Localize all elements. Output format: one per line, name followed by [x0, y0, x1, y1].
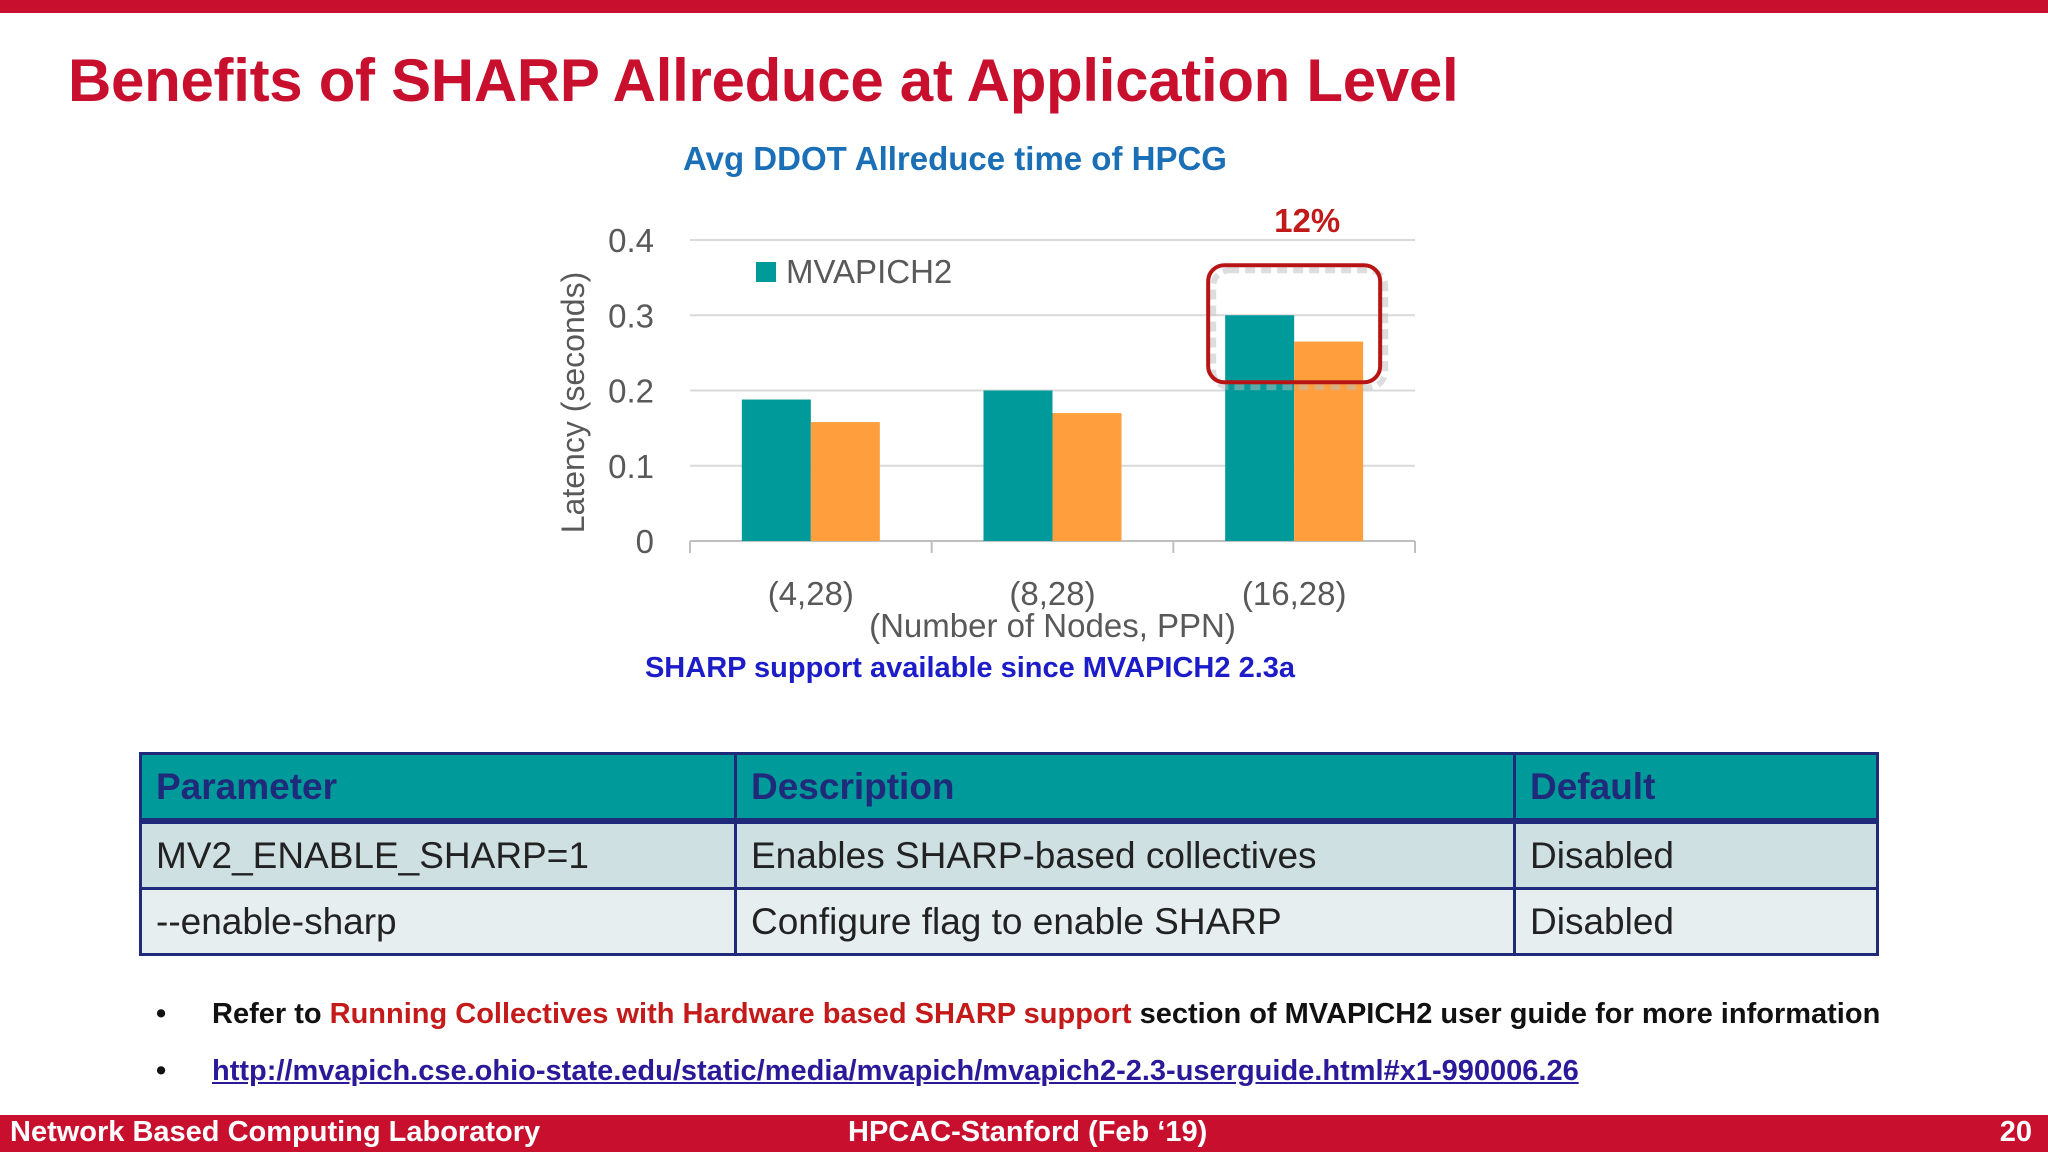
y-axis-label: Latency (seconds): [555, 272, 591, 533]
table-header-default: Default: [1513, 752, 1879, 824]
annotation-shadow: [1210, 267, 1389, 391]
bar: [1052, 413, 1122, 541]
bar: [983, 390, 1053, 541]
legend-label: MVAPICH2: [786, 253, 952, 290]
y-tick-label: 0.3: [608, 297, 654, 334]
table-header-row: Parameter Description Default: [139, 752, 1879, 824]
x-tick-label: (8,28): [1009, 575, 1095, 612]
table-row: MV2_ENABLE_SHARP=1 Enables SHARP-based c…: [139, 819, 1879, 890]
y-tick-label: 0.1: [608, 448, 654, 485]
bullet-prefix: Refer to: [212, 998, 330, 1030]
table-cell-description: Configure flag to enable SHARP: [734, 887, 1516, 956]
bullet-text: Refer to Running Collectives with Hardwa…: [212, 998, 1880, 1031]
table-cell-default: Disabled: [1513, 819, 1879, 890]
legend-swatch: [756, 262, 776, 282]
table-cell-parameter: MV2_ENABLE_SHARP=1: [139, 819, 737, 890]
top-accent-bar: [0, 0, 2048, 13]
footer-bar: Network Based Computing Laboratory HPCAC…: [0, 1115, 2048, 1152]
table-cell-default: Disabled: [1513, 887, 1879, 956]
x-tick-label: (4,28): [768, 575, 854, 612]
user-guide-link[interactable]: http://mvapich.cse.ohio-state.edu/static…: [212, 1055, 1579, 1087]
footer-event: HPCAC-Stanford (Feb ‘19): [848, 1116, 1208, 1148]
slide-title: Benefits of SHARP Allreduce at Applicati…: [68, 47, 1459, 114]
page-number: 20: [1999, 1116, 2032, 1148]
user-guide-section-name: Running Collectives with Hardware based …: [329, 998, 1132, 1030]
bullet-icon: •: [156, 1055, 167, 1087]
bullet-icon: •: [156, 998, 167, 1030]
table-row: --enable-sharp Configure flag to enable …: [139, 887, 1879, 956]
bar: [741, 399, 811, 541]
y-tick-label: 0.2: [608, 373, 654, 410]
bar-chart: 0 0.1 0.2 0.3 0.4 (4,28) (8,28) (16,28)(Number …: [555, 202, 1416, 644]
footer-lab-name: Network Based Computing Laboratory: [10, 1116, 541, 1148]
x-tick-label: (16,28): [1242, 575, 1347, 612]
bar: [810, 422, 880, 541]
bullet-suffix: section of MVAPICH2 user guide for more …: [1131, 998, 1881, 1030]
annotation-label: 12%: [1274, 202, 1340, 239]
y-tick-label: 0: [636, 523, 654, 560]
annotation-box: [1206, 263, 1383, 385]
x-axis-label: (Number of Nodes, PPN): [869, 607, 1236, 644]
table-cell-parameter: --enable-sharp: [139, 887, 737, 956]
y-tick-label: 0.4: [608, 222, 654, 259]
table-cell-description: Enables SHARP-based collectives: [734, 819, 1516, 890]
bar: [1294, 341, 1364, 541]
table-header-description: Description: [734, 752, 1516, 824]
table-header-parameter: Parameter: [139, 752, 737, 824]
bar: [1225, 315, 1295, 541]
parameter-table: Parameter Description Default MV2_ENABLE…: [139, 752, 1879, 956]
chart-title: Avg DDOT Allreduce time of HPCG: [683, 140, 1227, 177]
sharp-support-note: SHARP support available since MVAPICH2 2…: [644, 652, 1296, 684]
